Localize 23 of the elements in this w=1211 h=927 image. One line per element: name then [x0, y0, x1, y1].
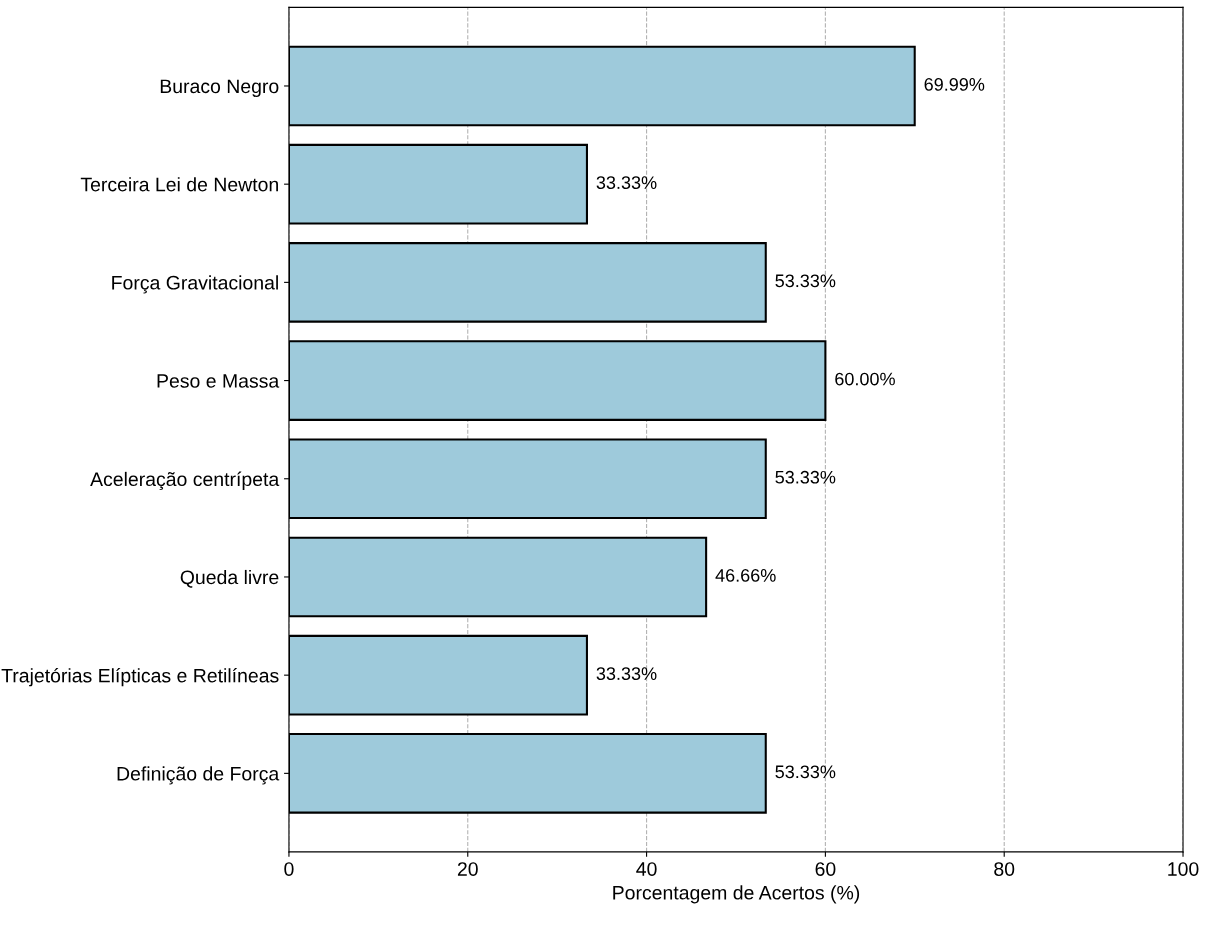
y-tick-label: Terceira Lei de Newton: [80, 177, 278, 192]
data-label: 53.33%: [775, 274, 836, 288]
y-tick-label: Trajetórias Elípticas e Retilíneas: [1, 668, 279, 687]
data-label: 53.33%: [775, 765, 836, 779]
y-tick-label: Aceleração centrípeta: [90, 471, 280, 491]
x-tick-label: 20: [457, 862, 478, 876]
y-tick-label: Definição de Força: [117, 766, 280, 785]
x-tick-label: 60: [815, 862, 836, 876]
y-tick-label: Buraco Negro: [160, 79, 279, 98]
x-tick-label: 0: [284, 862, 294, 876]
x-tick-label: 100: [1168, 862, 1199, 876]
x-axis-title: Porcentagem de Acertos (%): [613, 885, 860, 904]
data-label: 69.99%: [924, 78, 985, 91]
data-label: 33.33%: [596, 176, 657, 190]
y-tick-label: Força Gravitacional: [112, 275, 278, 294]
data-label: 60.00%: [835, 372, 895, 386]
x-tick-label: 40: [636, 862, 657, 876]
data-label: 33.33%: [596, 667, 657, 680]
data-label: 46.66%: [715, 569, 776, 582]
data-label: 53.33%: [775, 470, 836, 484]
x-tick-label: 80: [994, 862, 1015, 876]
y-tick-label: Queda livre: [180, 569, 279, 588]
y-tick-label: Peso e Massa: [157, 374, 280, 388]
